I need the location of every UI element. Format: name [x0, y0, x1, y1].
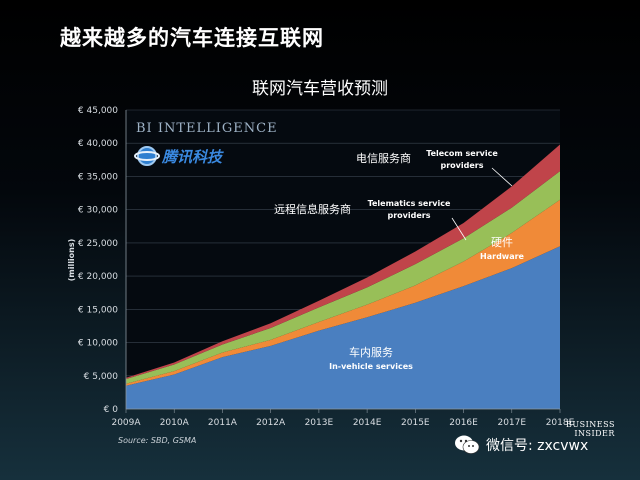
leader-line-telematics [451, 217, 467, 241]
bi-intelligence-logo: BI INTELLIGENCE [136, 121, 278, 136]
y-tick-label: € 45,000 [78, 106, 118, 116]
x-tick-label: 2018E [546, 418, 575, 428]
logo-line-business: BUSINESS [566, 420, 615, 429]
y-tick-label: € 25,000 [78, 239, 118, 249]
series-annotations: 车内服务 In-vehicle services 硬件 Hardware 远程信息服务商… [274, 149, 525, 371]
wechat-id-text: 微信号: zxcvwx [486, 438, 589, 454]
annotation-telecom-en-2: providers [441, 161, 484, 170]
annotation-hardware-cn: 硬件 [491, 236, 513, 249]
annotation-telecom-cn: 电信服务商 [356, 151, 411, 165]
area-series-0 [126, 246, 560, 409]
annotation-telematics-en-2: providers [388, 211, 431, 220]
tencent-tech-logo: 腾讯科技 [134, 146, 224, 166]
x-tick-label: 2010A [160, 418, 190, 428]
x-tick-label: 2012A [256, 418, 286, 428]
leader-line-telecom [491, 167, 513, 187]
y-tick-label: € 10,000 [78, 339, 118, 349]
y-tick-label: € 20,000 [78, 272, 118, 282]
x-tick-label: 2017E [497, 418, 526, 428]
x-tick-label: 2009A [111, 418, 141, 428]
wechat-badge: 微信号: zxcvwx [454, 434, 588, 456]
annotation-hardware-en: Hardware [480, 252, 525, 261]
axes [125, 110, 561, 413]
y-tick-label: € 30,000 [78, 206, 118, 216]
y-axis-label: (millions) [67, 239, 76, 282]
annotation-invehicle-en: In-vehicle services [329, 362, 413, 371]
x-tick-labels: 2009A 2010A 2011A 2012A 2013E 2014E 2015E 2016E… [111, 418, 574, 428]
y-tick-label: € 0 [104, 405, 119, 415]
tencent-globe-icon [137, 146, 157, 166]
x-tick-label: 2016E [449, 418, 478, 428]
slide-title: 越来越多的汽车连接互联网 [60, 26, 324, 50]
x-tick-label: 2013E [305, 418, 334, 428]
annotation-telecom-en-1: Telecom service [426, 149, 498, 158]
stacked-areas [126, 144, 560, 409]
chart-title: 联网汽车营收预测 [252, 79, 388, 99]
annotation-telematics-en-1: Telematics service [368, 199, 451, 208]
x-tick-label: 2015E [401, 418, 430, 428]
logo-line-insider: INSIDER [574, 429, 615, 438]
y-tick-label: € 15,000 [78, 305, 118, 315]
x-tick-label: 2011A [208, 418, 238, 428]
tencent-tech-text: 腾讯科技 [161, 148, 224, 166]
annotation-invehicle-cn: 车内服务 [349, 345, 393, 359]
business-insider-logo: BUSINESS INSIDER [566, 420, 615, 438]
source-note: Source: SBD, GSMA [118, 436, 197, 445]
wechat-icon [455, 435, 480, 454]
annotation-telematics-cn: 远程信息服务商 [274, 202, 351, 216]
y-tick-label: € 35,000 [78, 172, 118, 182]
x-tick-label: 2014E [353, 418, 382, 428]
y-tick-label: € 5,000 [84, 372, 119, 382]
y-tick-labels: € 0 € 5,000 € 10,000 € 15,000 € 20,000 € 25,0… [78, 106, 118, 415]
y-tick-label: € 40,000 [78, 139, 118, 149]
